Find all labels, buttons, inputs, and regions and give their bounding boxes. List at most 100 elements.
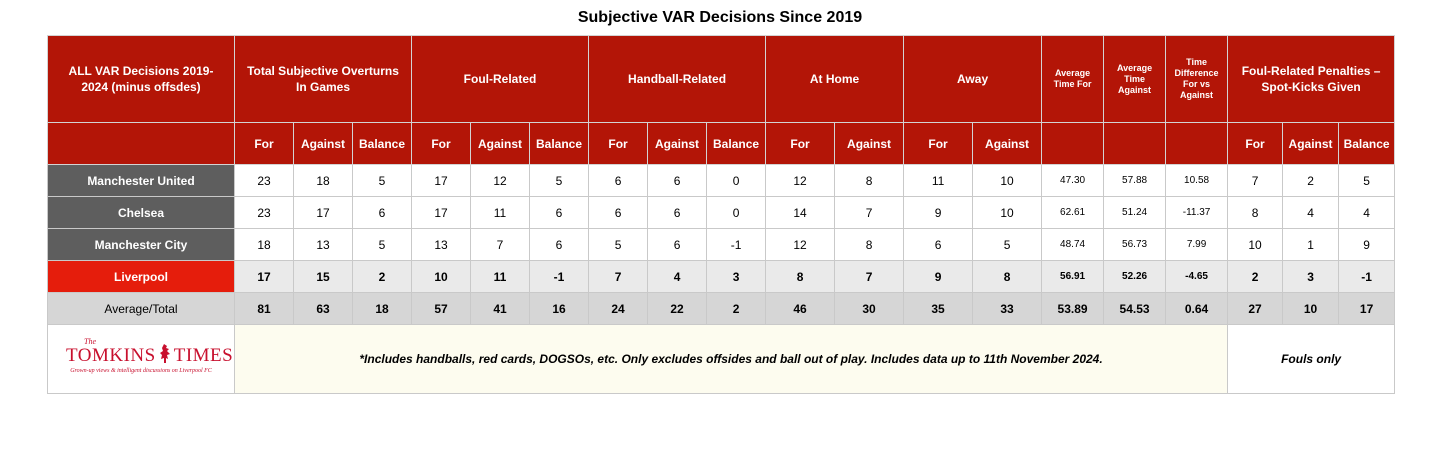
total-overturns-header: Total Subjective Overturns In Games xyxy=(234,35,412,123)
table-cell: 5 xyxy=(588,228,649,261)
table-cell: 11 xyxy=(470,196,530,229)
table-cell: 10.58 xyxy=(1165,164,1229,197)
table-cell: 17 xyxy=(293,196,353,229)
table-cell: 2 xyxy=(352,260,412,293)
table-cell: 57.88 xyxy=(1103,164,1167,197)
group-header-row: ALL VAR Decisions 2019-2024 (minus offsd… xyxy=(47,35,1396,123)
table-cell: 23 xyxy=(234,196,294,229)
sub-header-for: For xyxy=(1227,122,1284,165)
table-cell: -4.65 xyxy=(1165,260,1229,293)
sub-header-against: Against xyxy=(972,122,1043,165)
sub-header-balance: Balance xyxy=(528,122,590,165)
table-cell: 2 xyxy=(706,292,767,325)
average-time-for-header: Average Time For xyxy=(1041,35,1105,123)
table-cell: 35 xyxy=(903,292,974,325)
sub-header-against: Against xyxy=(834,122,905,165)
average-time-against-header: Average Time Against xyxy=(1103,35,1167,123)
sub-header-blank xyxy=(1165,122,1229,165)
table-cell: -11.37 xyxy=(1165,196,1229,229)
sub-header-for: For xyxy=(588,122,649,165)
sub-header-balance: Balance xyxy=(706,122,767,165)
footnote: *Includes handballs, red cards, DOGSOs, … xyxy=(233,324,1229,394)
table-cell: 57 xyxy=(411,292,471,325)
table-cell: 17 xyxy=(234,260,294,293)
table-cell: 4 xyxy=(647,260,708,293)
table-cell: 18 xyxy=(352,292,412,325)
table-cell: 56.91 xyxy=(1041,260,1105,293)
table-cell: 7 xyxy=(834,260,905,293)
table-cell: 9 xyxy=(903,260,974,293)
sub-header-blank xyxy=(47,122,235,165)
penalties-header: Foul-Related Penalties – Spot-Kicks Give… xyxy=(1227,35,1396,123)
table-row: Manchester City 18 13 5 13 7 6 5 6 -1 12 8 6 5 48.74 56… xyxy=(47,228,1396,261)
time-difference-header: Time Difference For vs Against xyxy=(1165,35,1229,123)
table-cell: 47.30 xyxy=(1041,164,1105,197)
footer-row: The TOMKINS TIMES Grown-up views & intel… xyxy=(47,324,1396,394)
table-cell: 5 xyxy=(1338,164,1396,197)
table-cell: 0 xyxy=(706,164,767,197)
table-cell: 15 xyxy=(293,260,353,293)
table-cell: 6 xyxy=(588,164,649,197)
table-cell: 48.74 xyxy=(1041,228,1105,261)
table-cell: 7 xyxy=(588,260,649,293)
logo-the-text: The xyxy=(84,337,96,346)
table-cell: 22 xyxy=(647,292,708,325)
table-cell: 5 xyxy=(352,228,412,261)
table-cell: 7 xyxy=(834,196,905,229)
table-cell: 8 xyxy=(972,260,1043,293)
table-cell: 18 xyxy=(234,228,294,261)
sub-header-for: For xyxy=(234,122,294,165)
table-cell: 4 xyxy=(1282,196,1340,229)
table-cell: 8 xyxy=(1227,196,1284,229)
corner-header: ALL VAR Decisions 2019-2024 (minus offsd… xyxy=(47,35,235,123)
table-cell: 63 xyxy=(293,292,353,325)
table-cell: 1 xyxy=(1282,228,1340,261)
table-cell: 5 xyxy=(352,164,412,197)
sub-header-balance: Balance xyxy=(1338,122,1396,165)
table-cell: 13 xyxy=(293,228,353,261)
table-cell: 30 xyxy=(834,292,905,325)
sub-header-for: For xyxy=(411,122,471,165)
table-cell: 8 xyxy=(765,260,836,293)
table-cell: 5 xyxy=(972,228,1043,261)
logo-text-left: TOMKINS xyxy=(66,345,156,366)
table-cell: 7 xyxy=(1227,164,1284,197)
sub-header-against: Against xyxy=(647,122,708,165)
table-cell: 6 xyxy=(528,228,590,261)
away-header: Away xyxy=(903,35,1043,123)
handball-related-header: Handball-Related xyxy=(588,35,767,123)
table-cell: 46 xyxy=(765,292,836,325)
table-cell: 4 xyxy=(1338,196,1396,229)
at-home-header: At Home xyxy=(765,35,905,123)
table-cell: 27 xyxy=(1227,292,1284,325)
table-cell: 6 xyxy=(647,164,708,197)
sub-header-for: For xyxy=(765,122,836,165)
table-cell: 33 xyxy=(972,292,1043,325)
sub-header-against: Against xyxy=(470,122,530,165)
table-cell: 11 xyxy=(470,260,530,293)
sub-header-for: For xyxy=(903,122,974,165)
table-cell: 3 xyxy=(706,260,767,293)
table-cell: 56.73 xyxy=(1103,228,1167,261)
table-cell: 18 xyxy=(293,164,353,197)
total-label: Average/Total xyxy=(47,292,235,325)
table-cell: 12 xyxy=(470,164,530,197)
table-cell: -1 xyxy=(1338,260,1396,293)
table-cell: 6 xyxy=(352,196,412,229)
table-cell: 17 xyxy=(411,196,471,229)
team-name: Liverpool xyxy=(47,260,235,293)
table-cell: -1 xyxy=(528,260,590,293)
table-cell: 2 xyxy=(1227,260,1284,293)
table-cell: 6 xyxy=(647,228,708,261)
table-cell: 6 xyxy=(647,196,708,229)
total-row: Average/Total 81 63 18 57 41 16 24 22 2 46 30 35 33 53… xyxy=(47,292,1396,325)
table-cell: 2 xyxy=(1282,164,1340,197)
table-cell: 9 xyxy=(1338,228,1396,261)
table-cell: 6 xyxy=(528,196,590,229)
logo-text-right: TIMES xyxy=(173,345,234,366)
table-cell: 52.26 xyxy=(1103,260,1167,293)
table-cell: 11 xyxy=(903,164,974,197)
table-cell: 5 xyxy=(528,164,590,197)
table-cell: 6 xyxy=(903,228,974,261)
table-cell: 0 xyxy=(706,196,767,229)
